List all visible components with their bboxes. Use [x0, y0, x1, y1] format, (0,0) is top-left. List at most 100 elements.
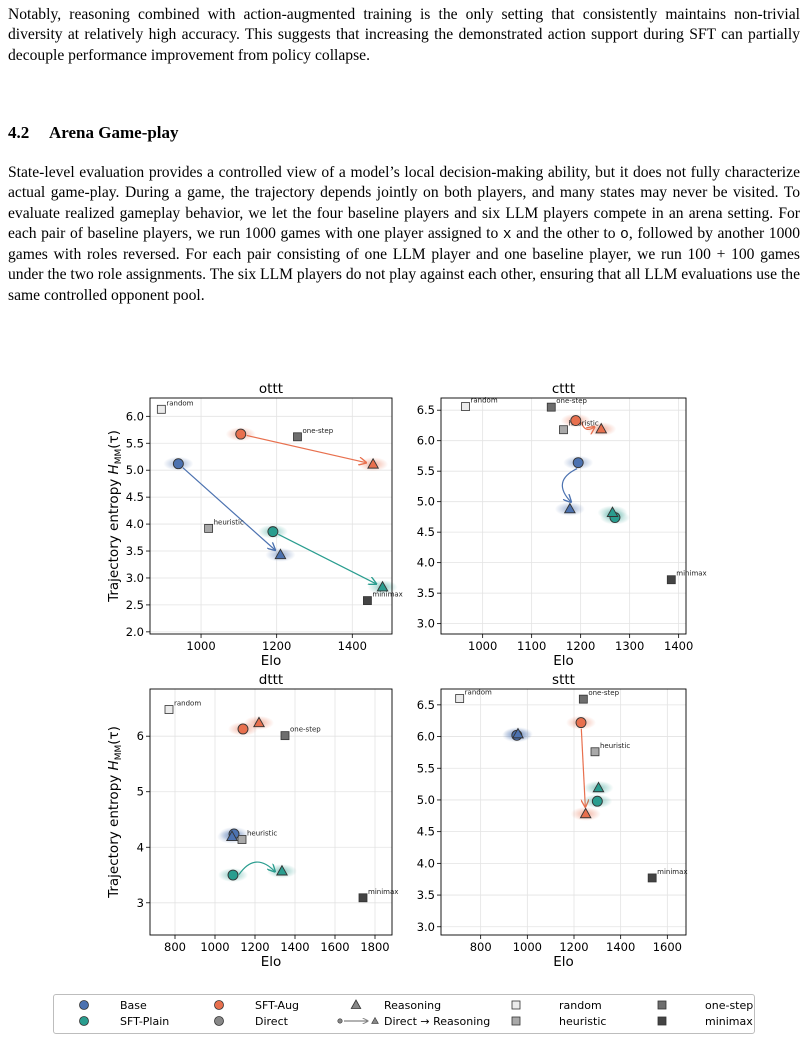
point-sft_plain-direct [267, 526, 279, 538]
x-tick-label: 1800 [360, 940, 389, 954]
legend-label: minimax [705, 1015, 753, 1028]
x-tick-label: 1100 [517, 639, 546, 653]
legend-arrow-start [337, 1018, 343, 1024]
legend-item-reasoning: Reasoning [350, 999, 441, 1012]
plot-frame [440, 397, 687, 635]
point-base-reasoning [512, 727, 524, 739]
y-tick-label: 3.5 [417, 586, 435, 600]
chart-title: sttt [552, 672, 575, 688]
point-sft_aug-reasoning [579, 807, 592, 819]
baseline-label-random: random [465, 689, 492, 697]
legend-arrow-end [371, 1016, 379, 1024]
x-tick-label: 1300 [615, 639, 644, 653]
legend-label: Direct → Reasoning [384, 1015, 490, 1028]
x-tick-label: 1600 [653, 940, 682, 954]
y-tick-label: 3.0 [417, 617, 435, 631]
baseline-marker-heuristic [237, 835, 247, 844]
x-tick-label: 1000 [186, 639, 215, 653]
baseline-marker-random [164, 705, 174, 714]
baseline-label-one-step: one-step [290, 726, 321, 734]
y-tick-label: 5.0 [126, 463, 144, 477]
baseline-marker-minimax [647, 873, 657, 883]
baseline-label-minimax: minimax [372, 591, 402, 599]
chart-title: ottt [259, 381, 283, 397]
y-tick-label: 4.0 [417, 856, 435, 870]
point-sft_aug-reasoning [367, 457, 380, 469]
y-tick-label: 3.5 [126, 544, 144, 558]
baseline-marker-heuristic [559, 425, 568, 435]
baseline-marker-minimax [358, 893, 368, 903]
baseline-label-random: random [166, 399, 193, 407]
legend-label: random [559, 999, 602, 1012]
x-tick-label: 1200 [566, 639, 595, 653]
x-tick-label: 1200 [559, 940, 588, 954]
y-tick-label: 2.0 [126, 625, 144, 639]
point-sft_aug-reasoning [595, 422, 608, 434]
y-tick-label: 4.0 [417, 556, 435, 570]
legend-marker-triangle [350, 999, 362, 1009]
baseline-label-one-step: one-step [556, 397, 587, 405]
point-sft_aug-reasoning [253, 716, 265, 728]
chart-title: cttt [552, 381, 575, 397]
y-tick-label: 4.0 [126, 517, 144, 531]
point-base-reasoning [563, 502, 576, 514]
figure-legend: Base SFT-Plain SFT-Aug Direct Reasoning Direc… [53, 994, 755, 1034]
point-sft_aug-direct [237, 723, 249, 735]
legend-marker-square [511, 1000, 521, 1010]
point-base-reasoning [226, 830, 238, 842]
y-tick-label: 6 [137, 729, 144, 743]
baseline-marker-random [156, 404, 166, 414]
x-tick-label: 1400 [664, 639, 693, 653]
baseline-label-heuristic: heuristic [569, 420, 599, 428]
baseline-marker-heuristic [590, 747, 600, 757]
baseline-label-one-step: one-step [588, 689, 619, 697]
legend-item-minimax: minimax [657, 1015, 753, 1028]
y-tick-label: 5.0 [417, 793, 435, 807]
point-sft_plain-reasoning [376, 580, 389, 592]
y-tick-label: 4.5 [417, 825, 435, 839]
arrow-sft_plain-direct-to-reasoning [277, 533, 376, 584]
legend-label: heuristic [559, 1015, 606, 1028]
point-base-reasoning [274, 548, 287, 560]
x-tick-label: 1400 [606, 940, 635, 954]
code-x: x [502, 226, 512, 243]
baseline-label-heuristic: heuristic [247, 829, 277, 837]
legend-item-heuristic: heuristic [511, 1015, 606, 1028]
legend-item-random: random [511, 999, 602, 1012]
arrow-base-direct-to-reasoning [561, 468, 578, 503]
plot-frame [149, 688, 393, 936]
y-tick-label: 6.5 [417, 403, 435, 417]
legend-label: Direct [255, 1015, 289, 1028]
legend-marker-square [657, 1000, 667, 1010]
baseline-marker-one-step [293, 432, 302, 442]
point-base-direct [172, 458, 184, 470]
legend-item-base: Base [79, 999, 147, 1012]
legend-label: Base [120, 999, 147, 1012]
legend-label: SFT-Plain [120, 1015, 169, 1028]
y-tick-label: 3.0 [417, 920, 435, 934]
x-tick-label: 800 [164, 940, 186, 954]
legend-item-sft-aug: SFT-Aug [214, 999, 299, 1012]
baseline-marker-one-step [280, 731, 290, 741]
plot-frame [149, 397, 393, 635]
baseline-marker-random [461, 402, 470, 411]
legend-item-direct: Direct [214, 1015, 289, 1028]
baseline-label-one-step: one-step [302, 427, 333, 435]
y-tick-label: 4.5 [417, 525, 435, 539]
section-number: 4.2 [8, 123, 30, 142]
y-tick-label: 3.0 [126, 571, 144, 585]
legend-item-one-step: one-step [657, 999, 753, 1012]
y-tick-label: 5 [137, 785, 144, 799]
x-tick-label: 1000 [468, 639, 497, 653]
chart-title: dttt [259, 672, 283, 688]
point-sft_aug-direct [235, 428, 247, 440]
baseline-marker-one-step [546, 402, 556, 412]
point-sft_aug-direct [575, 717, 587, 729]
legend-item-sft-plain: SFT-Plain [79, 1015, 169, 1028]
y-tick-label: 2.5 [126, 598, 144, 612]
point-base-direct [572, 457, 584, 469]
baseline-label-heuristic: heuristic [214, 518, 244, 526]
y-tick-label: 5.0 [417, 495, 435, 509]
